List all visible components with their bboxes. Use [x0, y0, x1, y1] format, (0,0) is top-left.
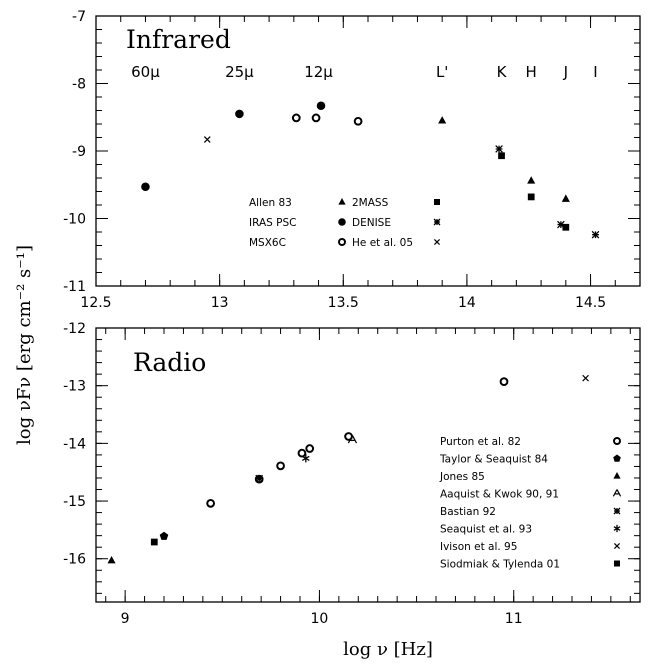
marker-star4: [255, 474, 264, 483]
marker-triangle: [438, 116, 447, 124]
x-axis-label: log ν [Hz]: [343, 639, 433, 660]
marker-cross: [433, 238, 441, 246]
marker-dot: [141, 182, 150, 192]
marker-ring: [291, 113, 301, 123]
band-label: 12μ: [304, 63, 333, 81]
marker-star6: [301, 454, 310, 463]
marker-star6: [613, 524, 621, 533]
infrared-panel: 12.5 13 13.5 14 14.5 -7 -8 -9 -10 -11 Infrared 60μ 2…: [63, 9, 641, 311]
y-tick-label: -12: [63, 321, 86, 337]
marker-pentagon: [159, 531, 169, 540]
y-tick-label: -16: [63, 552, 86, 568]
marker-cross: [203, 136, 211, 143]
panel-title: Infrared: [126, 25, 231, 54]
panel-title: Radio: [133, 348, 206, 377]
x-tick-label: 13.5: [328, 295, 359, 311]
marker-ring: [276, 461, 285, 471]
marker-square: [527, 193, 535, 201]
legend-label: Purton et al. 82: [440, 436, 521, 448]
legend-label: Aaquist & Kwok 90, 91: [440, 489, 559, 501]
marker-star4: [433, 218, 441, 226]
marker-dot: [316, 101, 326, 111]
y-tick-label: -7: [72, 9, 86, 25]
marker-ring: [311, 113, 321, 123]
legend-label: Taylor & Seaquist 84: [439, 454, 548, 466]
marker-ring: [613, 437, 621, 445]
y-tick-label: -13: [63, 379, 86, 395]
marker-square: [150, 538, 158, 546]
marker-square: [434, 199, 440, 205]
legend-label: Seaquist et al. 93: [440, 524, 532, 536]
marker-triangle: [561, 194, 570, 202]
legend-label: DENISE: [352, 217, 391, 229]
legend-label: MSX6C: [249, 237, 286, 249]
legend-label: Ivison et al. 95: [440, 541, 517, 553]
marker-cross: [582, 374, 589, 382]
marker-square: [614, 560, 620, 567]
legend-label: Siodmiak & Tylenda 01: [440, 559, 560, 571]
marker-triangle-outline: [612, 489, 622, 497]
marker-ring: [305, 444, 315, 453]
marker-ring: [499, 377, 509, 387]
x-tick-label: 11: [505, 611, 523, 627]
x-tick-label: 14.5: [575, 295, 606, 311]
y-tick-label: -11: [63, 279, 86, 295]
band-label: J: [563, 63, 568, 81]
y-tick-label: -10: [63, 212, 86, 228]
band-label: I: [593, 63, 597, 81]
marker-ring: [353, 116, 363, 126]
y-tick-label: -8: [72, 77, 86, 93]
marker-ring: [297, 448, 307, 458]
marker-pentagon: [613, 454, 621, 462]
legend-label: Bastian 92: [440, 506, 496, 518]
y-tick-label: -9: [72, 144, 86, 160]
legend-label: He et al. 05: [352, 237, 413, 249]
x-tick-label: 9: [121, 611, 130, 627]
marker-dot: [235, 109, 244, 119]
y-axis-label: log νFν [erg cm⁻² s⁻¹]: [14, 245, 35, 445]
marker-ring: [206, 498, 216, 508]
band-label: 25μ: [225, 63, 254, 81]
x-tick-label: 12.5: [80, 295, 111, 311]
legend-label: IRAS PSC: [249, 217, 296, 229]
legend-label: 2MASS: [352, 197, 389, 209]
plot-frame: [95, 327, 641, 603]
band-label: K: [497, 63, 508, 81]
marker-triangle-outline: [347, 435, 358, 444]
x-tick-label: 14: [458, 295, 476, 311]
marker-star4: [613, 507, 621, 515]
marker-square: [498, 152, 505, 160]
marker-square: [562, 223, 570, 231]
y-tick-label: -14: [63, 436, 86, 452]
marker-triangle: [338, 198, 346, 205]
marker-star4: [495, 145, 503, 153]
y-tick-label: -15: [63, 494, 86, 510]
legend-label: Allen 83: [249, 197, 292, 209]
marker-triangle: [527, 176, 536, 184]
marker-star4: [591, 230, 600, 239]
marker-cross: [613, 542, 621, 550]
radio-panel: 9 10 11 -12 -13 -14 -15 -16 Radio Purton et al. 8…: [63, 321, 641, 627]
band-label: H: [526, 63, 537, 81]
x-tick-label: 10: [311, 611, 329, 627]
marker-triangle: [107, 555, 116, 564]
x-tick-label: 13: [211, 295, 229, 311]
marker-star4: [557, 220, 565, 229]
band-label: L': [436, 63, 448, 81]
legend-label: Jones 85: [439, 471, 485, 483]
marker-triangle: [613, 472, 621, 479]
marker-dot: [338, 218, 346, 226]
band-label: 60μ: [131, 63, 160, 81]
marker-ring: [338, 238, 346, 246]
